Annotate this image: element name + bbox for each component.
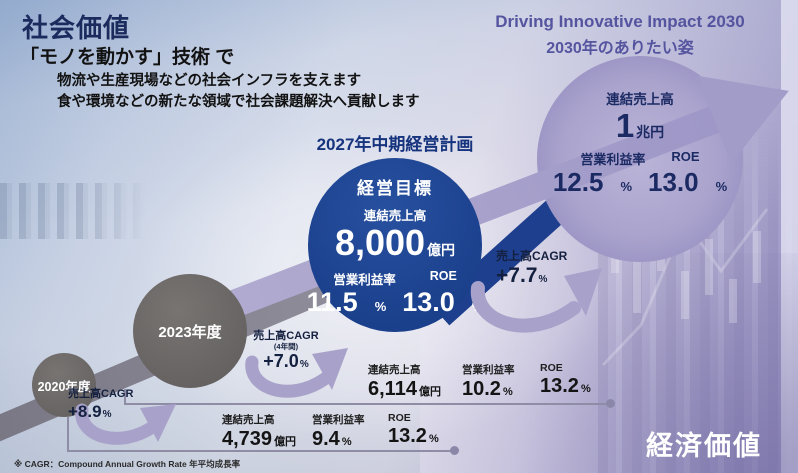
vision-revenue-label: 連結売上高 bbox=[606, 92, 674, 107]
plan-opm-value: 11.5 bbox=[306, 287, 358, 317]
fy2023-connector-dot bbox=[606, 399, 615, 408]
metric-unit: 億円 bbox=[418, 386, 441, 398]
metric-value: 4,739 bbox=[222, 428, 273, 450]
plan-goal-label: 経営目標 bbox=[357, 179, 433, 198]
vision-revenue-value: 1 bbox=[615, 107, 635, 144]
plan-roe-value: 13.0 bbox=[402, 287, 455, 317]
fy2023-label: 2023年度 bbox=[158, 323, 222, 341]
cagr-label: 売上高CAGR bbox=[253, 330, 319, 342]
cagr-label: 売上高CAGR bbox=[68, 388, 134, 400]
vision-roe-value: 13.0 bbox=[648, 167, 699, 197]
plan-revenue-unit: 億円 bbox=[427, 242, 456, 258]
fy2023-connector-horizontal bbox=[124, 403, 610, 405]
corner-purple-tint bbox=[498, 253, 798, 473]
plan-2027-heading: 2027年中期経営計画 bbox=[316, 135, 474, 154]
fy2020-connector-horizontal bbox=[67, 450, 455, 452]
cagr-label: 売上高CAGR bbox=[496, 249, 568, 263]
vision-roe-label: ROE bbox=[671, 149, 700, 164]
vision-2030-metrics: 連結売上高 1 兆円 営業利益率 ROE 12.5 % 13.0 % bbox=[545, 88, 735, 195]
cagr-pct: % bbox=[299, 359, 309, 371]
curved-arrow-arc bbox=[245, 355, 333, 398]
cagr-curved-arrow-2 bbox=[245, 348, 348, 398]
left-cityscape-image bbox=[0, 183, 150, 239]
fy2020-connector-dot bbox=[450, 446, 459, 455]
vision-roe-pct: % bbox=[715, 179, 728, 194]
plan-2027-bubble: 経営目標 連結売上高 8,000 億円 営業利益率 ROE 11.5 % 13.… bbox=[306, 158, 483, 332]
metric-unit: 億円 bbox=[274, 436, 297, 448]
cagr-period-note: (4年間) bbox=[273, 341, 299, 351]
cagr-2027-2030-callout: 売上高CAGR +7.7 % bbox=[496, 250, 567, 286]
plan-revenue-value: 8,000 bbox=[334, 222, 426, 263]
metric-pct: % bbox=[428, 433, 439, 445]
metric-value: 13.2 bbox=[540, 375, 579, 397]
curved-arrow-head-icon bbox=[140, 404, 176, 442]
fy2023-roe-metric: ROE 13.2 % bbox=[540, 362, 591, 396]
fy2020-opm-metric: 営業利益率 9.4 % bbox=[312, 412, 365, 449]
metric-label: 営業利益率 bbox=[462, 364, 515, 376]
milestone-fy2020-circle: 2020年度 bbox=[32, 353, 96, 417]
curved-arrow-arc bbox=[470, 281, 581, 333]
metric-value: 6,114 bbox=[368, 378, 417, 400]
metric-label: ROE bbox=[540, 362, 563, 374]
description-line-2: 食や環境などの新たな領域で社会課題解決へ貢献します bbox=[57, 94, 420, 110]
cagr-curved-arrow-1 bbox=[75, 403, 176, 445]
metric-pct: % bbox=[580, 383, 591, 395]
metric-label: ROE bbox=[388, 412, 411, 424]
vision-revenue-unit: 兆円 bbox=[636, 124, 665, 140]
economic-value-label: 経済価値 bbox=[646, 431, 762, 461]
cagr-value: +8.9 bbox=[68, 401, 102, 421]
curved-arrow-head-icon bbox=[312, 348, 348, 390]
fy2020-connector-vertical bbox=[67, 417, 69, 452]
fy2020-roe-metric: ROE 13.2 % bbox=[388, 412, 439, 446]
cagr-value: +7.7 bbox=[496, 263, 538, 287]
metric-label: 連結売上高 bbox=[222, 414, 275, 426]
tech-statement: 「モノを動かす」技術 で bbox=[20, 47, 235, 68]
fy2020-revenue-metric: 連結売上高 4,739 億円 bbox=[222, 412, 296, 449]
cagr-pct: % bbox=[102, 408, 112, 420]
fy2020-label: 2020年度 bbox=[37, 379, 91, 394]
metric-label: 営業利益率 bbox=[312, 414, 365, 426]
fy2023-opm-metric: 営業利益率 10.2 % bbox=[462, 362, 515, 399]
cagr-value: +7.0 bbox=[263, 351, 299, 372]
cagr-2020-2023-callout: 売上高CAGR +8.9 % bbox=[68, 388, 134, 421]
vision-opm-label: 営業利益率 bbox=[580, 152, 646, 167]
vision-heading: Driving Innovative Impact 2030 2030年のありた… bbox=[455, 12, 785, 58]
curved-arrow-arc bbox=[75, 403, 161, 445]
milestone-fy2023-circle: 2023年度 bbox=[133, 274, 247, 388]
plan-opm-pct: % bbox=[374, 299, 387, 314]
curved-arrow-head-icon bbox=[564, 268, 602, 316]
page-title: 社会価値 bbox=[22, 13, 131, 43]
vision-title-jp: 2030年のありたい姿 bbox=[546, 40, 694, 57]
vision-opm-value: 12.5 bbox=[552, 167, 604, 197]
vision-title-en: Driving Innovative Impact 2030 bbox=[495, 12, 745, 31]
metric-pct: % bbox=[502, 386, 513, 398]
description-line-1: 物流や生産現場などの社会インフラを支えます bbox=[57, 73, 362, 89]
fy2023-revenue-metric: 連結売上高 6,114 億円 bbox=[368, 362, 441, 399]
vision-opm-pct: % bbox=[620, 179, 632, 194]
cagr-curved-arrow-3 bbox=[470, 268, 602, 333]
plan-roe-label: ROE bbox=[429, 269, 457, 283]
metric-pct: % bbox=[341, 436, 352, 448]
cagr-footnote: ※ CAGR：Compound Annual Growth Rate 年平均成長… bbox=[14, 459, 241, 469]
cagr-2023-2027-callout: 売上高CAGR (4年間) +7.0 % bbox=[243, 330, 329, 372]
metric-value: 9.4 bbox=[312, 428, 340, 450]
metric-value: 10.2 bbox=[462, 378, 501, 400]
cagr-pct: % bbox=[538, 273, 548, 285]
plan-opm-label: 営業利益率 bbox=[333, 273, 396, 287]
plan-revenue-label: 連結売上高 bbox=[363, 209, 427, 223]
fy2023-connector-vertical bbox=[124, 389, 126, 405]
metric-value: 13.2 bbox=[388, 425, 427, 447]
metric-label: 連結売上高 bbox=[368, 364, 421, 376]
